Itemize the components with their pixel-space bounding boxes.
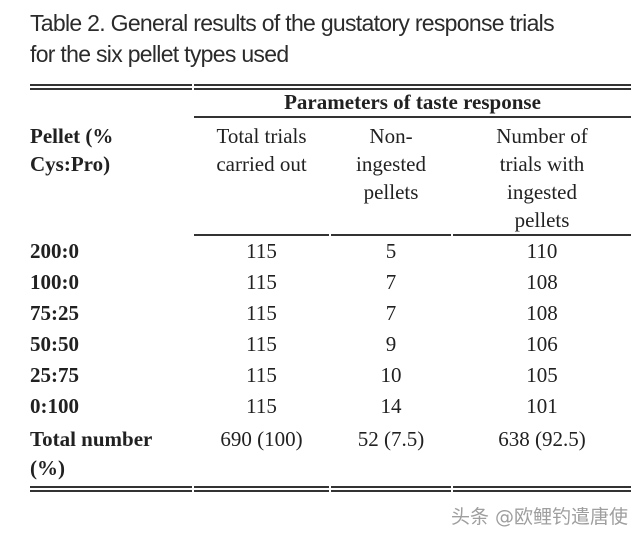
pellet-header-line-1: Pellet (% [30,124,114,148]
value-cell: 115 [246,270,277,294]
value-cell: 110 [526,239,558,263]
table-row: 200:0 115 5 110 [30,236,631,267]
total-row: Total number (%) 690 (100) 52 (7.5) 638 … [30,422,631,492]
table-row: 0:100 115 14 101 [30,391,631,422]
value-cell: 10 [380,363,402,387]
value-cell: 115 [246,363,277,387]
value-cell: 115 [246,332,277,356]
value-cell: 14 [380,394,402,418]
value-cell: 7 [385,270,397,294]
pellet-type-cell: 100:0 [30,270,79,294]
value-cell: 106 [526,332,558,356]
value-cell: 101 [526,394,558,418]
pellet-header-line-2: Cys:Pro) [30,152,111,176]
caption-line-1: Table 2. General results of the gustator… [30,10,555,36]
pellet-type-cell: 75:25 [30,301,79,325]
table-row: 25:75 115 10 105 [30,360,631,391]
pellet-type-cell: 0:100 [30,394,79,418]
pellet-type-cell: 25:75 [30,363,79,387]
column-header-non-ingested: Non- ingested pellets [331,118,451,236]
corner-cell [30,84,192,118]
results-table: Parameters of taste response Pellet (% C… [28,84,633,492]
column-header-row: Pellet (% Cys:Pro) Total trials carried … [30,118,631,236]
total-label-cell: Total number (%) [30,422,192,492]
table-caption: Table 2. General results of the gustator… [30,8,555,70]
total-value-cell: 690 (100) [194,422,329,492]
value-cell: 108 [526,301,558,325]
pellet-type-cell: 50:50 [30,332,79,356]
value-cell: 105 [526,363,558,387]
value-cell: 5 [385,239,397,263]
value-cell: 115 [246,239,277,263]
value-cell: 108 [526,270,558,294]
column-header-ingested-trials: Number of trials with ingested pellets [453,118,631,236]
total-value-cell: 638 (92.5) [453,422,631,492]
value-cell: 115 [246,301,277,325]
table-row: 75:25 115 7 108 [30,298,631,329]
pellet-type-cell: 200:0 [30,239,79,263]
total-value-cell: 52 (7.5) [331,422,451,492]
group-header-parameters: Parameters of taste response [194,84,631,118]
value-cell: 7 [385,301,397,325]
row-header-pellet: Pellet (% Cys:Pro) [30,118,192,236]
value-cell: 9 [385,332,397,356]
group-header-row: Parameters of taste response [30,84,631,118]
table-row: 50:50 115 9 106 [30,329,631,360]
watermark-text: 头条 @欧鲤钓遣唐使 [450,506,628,528]
column-header-total-trials: Total trials carried out [194,118,329,236]
table-row: 100:0 115 7 108 [30,267,631,298]
value-cell: 115 [246,394,277,418]
caption-line-2: for the six pellet types used [30,41,289,67]
